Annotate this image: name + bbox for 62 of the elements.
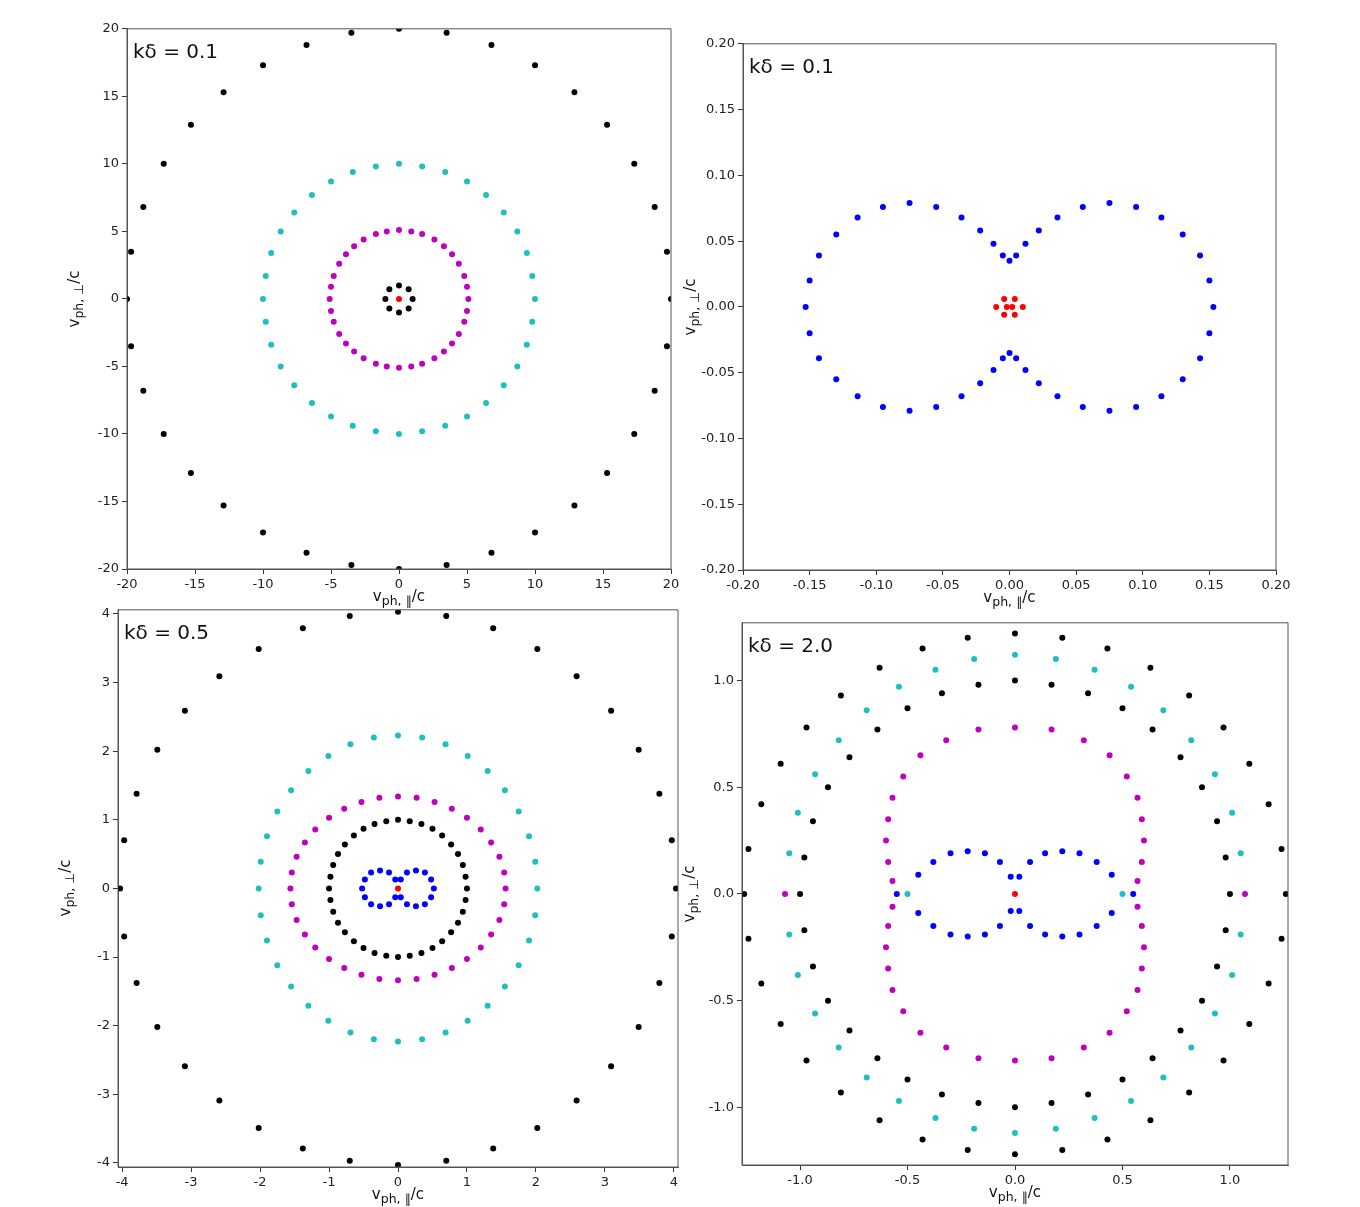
x-tick-label: 1.0 xyxy=(1219,1172,1241,1188)
y-tick-label: 4 xyxy=(101,605,110,621)
x-tick-label: 15 xyxy=(594,576,612,592)
x-tick-label: 10 xyxy=(526,576,544,592)
x-tick-label: -1.0 xyxy=(787,1172,813,1188)
x-tick-label: 2 xyxy=(531,1174,541,1190)
x-tick-label: -1 xyxy=(322,1174,336,1190)
y-tick-label: -20 xyxy=(97,560,119,576)
x-tick-label: 1 xyxy=(462,1174,472,1190)
y-tick-label: 2 xyxy=(101,742,110,758)
x-tick-label: 4 xyxy=(669,1174,678,1190)
y-tick-label: 20 xyxy=(102,20,119,36)
x-tick-label: 0.5 xyxy=(1112,1172,1133,1188)
x-tick-label: -10 xyxy=(252,576,274,592)
y-tick-label: -1 xyxy=(97,948,110,964)
y-tick-label: 0.5 xyxy=(713,778,734,794)
x-tick-label: 0.20 xyxy=(1261,577,1291,593)
y-tick-label: -4 xyxy=(97,1154,110,1170)
y-tick-label: -15 xyxy=(97,492,119,508)
y-tick-label: 0.20 xyxy=(706,35,735,51)
x-tick-label: 0.05 xyxy=(1061,577,1091,593)
y-tick-label: -0.20 xyxy=(701,561,735,577)
y-tick-label: -0.15 xyxy=(701,495,735,511)
y-tick-label: -0.10 xyxy=(701,429,735,445)
x-tick-label: -0.20 xyxy=(726,577,760,593)
x-tick-label: -3 xyxy=(184,1174,198,1190)
y-tick-label: 3 xyxy=(101,673,110,689)
y-tick-label: -1.0 xyxy=(708,1098,734,1114)
annotation: kδ = 0.1 xyxy=(133,39,219,63)
y-tick-label: 15 xyxy=(102,87,119,103)
y-tick-label: 10 xyxy=(102,155,119,171)
x-tick-label: -5 xyxy=(324,576,338,592)
y-tick-label: 0.05 xyxy=(706,232,735,248)
annotation: kδ = 0.1 xyxy=(749,54,835,78)
annotation: kδ = 2.0 xyxy=(748,633,834,657)
y-tick-label: 0 xyxy=(110,290,119,306)
y-tick-label: 5 xyxy=(110,222,119,238)
y-tick-label: -3 xyxy=(97,1085,110,1101)
x-tick-label: -15 xyxy=(184,576,206,592)
x-tick-label: -0.05 xyxy=(926,577,960,593)
y-tick-label: 1 xyxy=(101,811,110,827)
x-tick-label: -0.5 xyxy=(894,1172,921,1188)
x-tick-label: -2 xyxy=(253,1174,267,1190)
y-tick-label: -10 xyxy=(97,425,119,441)
y-tick-label: 0 xyxy=(101,879,110,895)
y-tick-label: 1.0 xyxy=(713,671,734,687)
x-tick-label: -0.10 xyxy=(859,577,894,593)
y-tick-label: 0.15 xyxy=(706,100,735,116)
y-tick-label: 0.0 xyxy=(713,885,734,901)
y-tick-label: -0.5 xyxy=(708,992,734,1008)
x-tick-label: 0.15 xyxy=(1194,577,1224,593)
annotation: kδ = 0.5 xyxy=(124,620,210,644)
x-tick-label: 0.10 xyxy=(1128,577,1158,593)
y-tick-label: -2 xyxy=(97,1017,110,1033)
x-tick-label: -0.15 xyxy=(792,577,827,593)
y-tick-label: 0.00 xyxy=(706,298,735,314)
x-tick-label: 5 xyxy=(462,576,472,592)
x-tick-label: 3 xyxy=(600,1174,610,1190)
x-tick-label: 20 xyxy=(662,576,680,592)
y-tick-label: -5 xyxy=(106,357,119,373)
y-tick-label: -0.05 xyxy=(701,364,735,380)
y-tick-label: 0.10 xyxy=(706,166,735,182)
